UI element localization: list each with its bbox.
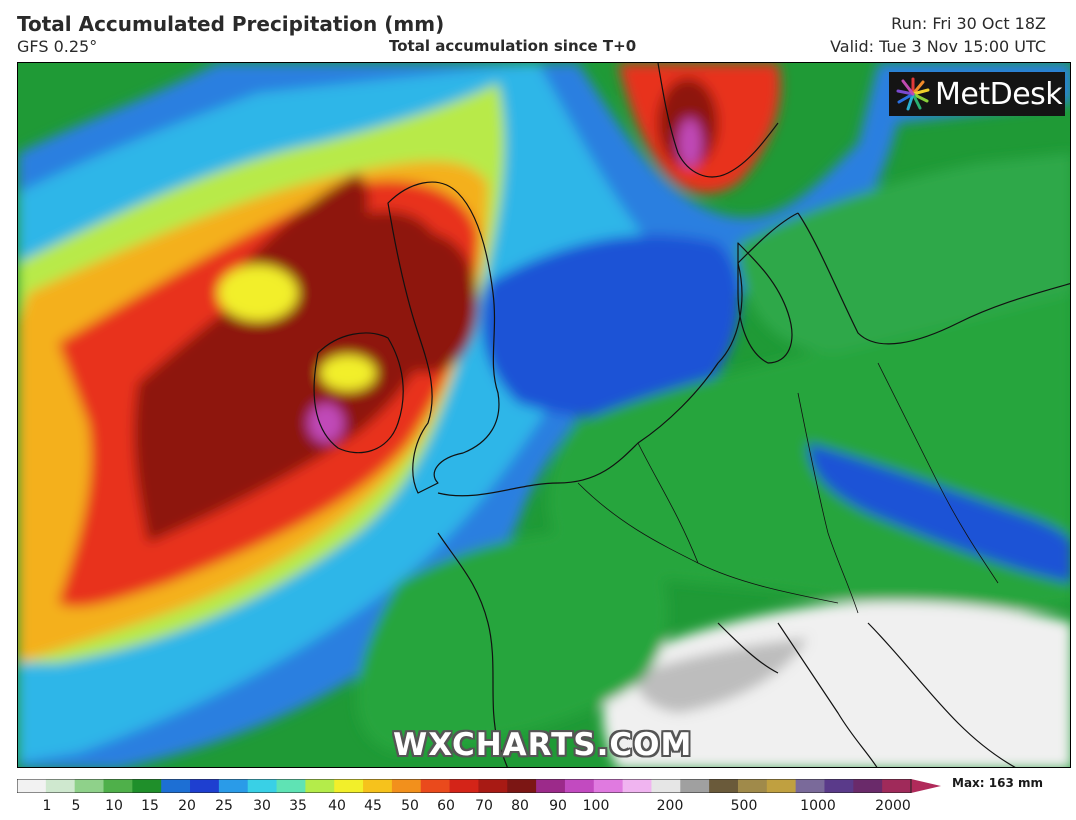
color-scale-cell — [132, 779, 162, 793]
metdesk-starburst-icon — [896, 77, 930, 111]
color-scale-cell — [276, 779, 306, 793]
color-scale-tick-label: 100 — [582, 798, 610, 814]
color-scale-cell — [622, 779, 653, 793]
color-scale-tick-label: 20 — [178, 798, 196, 814]
color-scale-cells — [17, 779, 912, 793]
color-scale-cell — [680, 779, 710, 793]
color-scale-cell — [853, 779, 883, 793]
color-scale-tick-label: 1 — [42, 798, 52, 814]
color-scale-tick-label: 2000 — [875, 798, 911, 814]
color-scale-arrow — [911, 779, 941, 793]
color-scale-tick-label: 45 — [364, 798, 382, 814]
precip-field — [18, 63, 1070, 767]
run-time: Run: Fri 30 Oct 18Z — [891, 14, 1046, 33]
color-scale-cell — [449, 779, 480, 793]
color-scale-tick-label: 60 — [437, 798, 455, 814]
color-scale-cell — [305, 779, 335, 793]
valid-time: Valid: Tue 3 Nov 15:00 UTC — [830, 37, 1046, 56]
color-scale-cell — [247, 779, 278, 793]
color-scale-cell — [709, 779, 739, 793]
color-scale-tick-label: 35 — [289, 798, 307, 814]
color-scale-cell — [218, 779, 249, 793]
color-scale-tick-label: 500 — [730, 798, 758, 814]
map-canvas — [18, 63, 1070, 767]
metdesk-logo: MetDesk — [889, 72, 1065, 116]
color-scale-cell — [766, 779, 797, 793]
color-scale-cell — [478, 779, 508, 793]
color-scale-bar — [17, 779, 941, 793]
color-scale-cell — [190, 779, 220, 793]
map-title: Total Accumulated Precipitation (mm) — [17, 12, 445, 36]
color-scale-tick-label: 1000 — [800, 798, 836, 814]
color-scale-cell — [17, 779, 47, 793]
color-scale-cell — [824, 779, 854, 793]
precipitation-map[interactable] — [17, 62, 1071, 768]
color-scale-tick-label: 5 — [71, 798, 81, 814]
color-scale-tick-label: 10 — [105, 798, 123, 814]
color-scale-cell — [593, 779, 624, 793]
color-scale-cell — [564, 779, 595, 793]
color-scale-tick-label: 90 — [549, 798, 567, 814]
color-scale-cell — [103, 779, 133, 793]
model-name: GFS 0.25° — [17, 37, 98, 56]
color-scale-cell — [74, 779, 105, 793]
watermark: WXCHARTS.COM — [393, 727, 693, 763]
color-scale-cell — [651, 779, 681, 793]
color-scale-cell — [391, 779, 422, 793]
color-scale-cell — [420, 779, 451, 793]
max-value-label: Max: 163 mm — [952, 776, 1043, 790]
coastlines — [313, 63, 1070, 767]
color-scale-cell — [536, 779, 566, 793]
color-scale-cell — [45, 779, 76, 793]
color-scale-tick-label: 80 — [511, 798, 529, 814]
color-scale-cell — [882, 779, 912, 793]
logo-text: MetDesk — [935, 76, 1063, 112]
color-scale-tick-label: 70 — [475, 798, 493, 814]
color-scale-tick-label: 30 — [253, 798, 271, 814]
color-scale-tick-label: 50 — [401, 798, 419, 814]
color-scale-cell — [507, 779, 537, 793]
map-subtitle: Total accumulation since T+0 — [389, 37, 637, 55]
color-scale-tick-label: 200 — [656, 798, 684, 814]
color-scale-cell — [795, 779, 826, 793]
color-scale-cell — [161, 779, 191, 793]
color-scale-border — [17, 779, 912, 793]
color-scale-tick-label: 15 — [141, 798, 159, 814]
color-scale-tick-label: 25 — [215, 798, 233, 814]
color-scale-ticks: 1 5 10 15 20 25 30 35 40 45 50 60 70 80 90 100 200 500 100… — [0, 798, 1076, 818]
color-scale-cell — [363, 779, 393, 793]
color-scale-cell — [737, 779, 768, 793]
color-scale-tick-label: 40 — [328, 798, 346, 814]
color-scale-cell — [334, 779, 364, 793]
